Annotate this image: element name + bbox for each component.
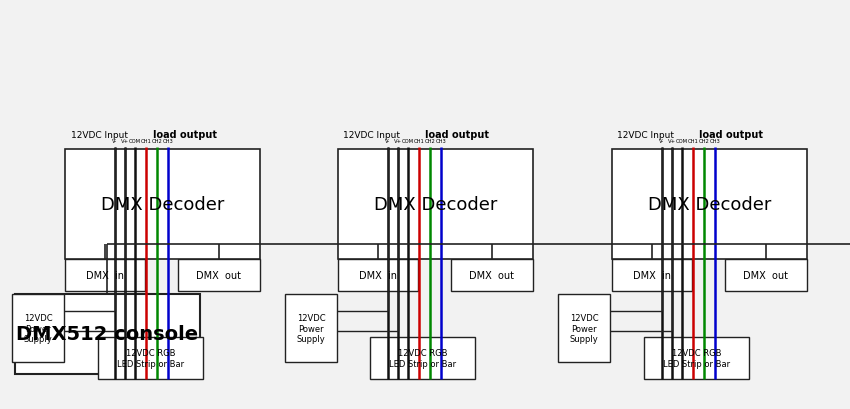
Text: 12VDC RGB
LED Strip or Bar: 12VDC RGB LED Strip or Bar [117, 348, 184, 368]
Text: CH2: CH2 [699, 139, 710, 144]
Text: DMX Decoder: DMX Decoder [374, 196, 497, 213]
Text: CH3: CH3 [162, 139, 173, 144]
Text: V-: V- [112, 139, 117, 144]
Bar [612, 150, 807, 259]
Text: DMX Decoder: DMX Decoder [101, 196, 224, 213]
Text: 12VDC Input: 12VDC Input [343, 131, 400, 139]
Text: 12VDC RGB
LED Strip or Bar: 12VDC RGB LED Strip or Bar [663, 348, 730, 368]
Bar [65, 150, 260, 259]
Bar [370, 337, 475, 379]
Bar [644, 337, 749, 379]
Text: DMX  out: DMX out [196, 270, 241, 280]
Text: DMX  in: DMX in [633, 270, 671, 280]
Text: DMX512 console: DMX512 console [16, 325, 199, 344]
Text: load output: load output [699, 130, 763, 139]
Text: CH2: CH2 [424, 139, 435, 144]
Bar [12, 294, 64, 362]
Text: 12VDC Input: 12VDC Input [617, 131, 675, 139]
Bar [451, 259, 533, 291]
Bar [338, 150, 533, 259]
Text: 12VDC
Power
Supply: 12VDC Power Supply [24, 313, 53, 343]
Text: V+: V+ [394, 139, 402, 144]
Text: CH3: CH3 [435, 139, 446, 144]
Text: 12VDC RGB
LED Strip or Bar: 12VDC RGB LED Strip or Bar [389, 348, 456, 368]
Text: load output: load output [425, 130, 489, 139]
Text: 12VDC
Power
Supply: 12VDC Power Supply [297, 313, 326, 343]
Text: V-: V- [660, 139, 665, 144]
Text: DMX  out: DMX out [744, 270, 789, 280]
Bar [338, 259, 418, 291]
Bar [612, 259, 692, 291]
Text: CH1: CH1 [414, 139, 424, 144]
Text: CH2: CH2 [151, 139, 162, 144]
Text: DMX  out: DMX out [469, 270, 514, 280]
Bar [98, 337, 203, 379]
Bar [725, 259, 807, 291]
Text: V-: V- [385, 139, 391, 144]
Bar [178, 259, 260, 291]
Text: COM: COM [129, 139, 141, 144]
Bar [15, 294, 200, 374]
Text: V+: V+ [668, 139, 676, 144]
Text: load output: load output [153, 130, 217, 139]
Text: COM: COM [402, 139, 414, 144]
Bar [558, 294, 610, 362]
Text: DMX Decoder: DMX Decoder [648, 196, 771, 213]
Bar [65, 259, 145, 291]
Text: 12VDC
Power
Supply: 12VDC Power Supply [570, 313, 598, 343]
Text: CH3: CH3 [710, 139, 720, 144]
Text: DMX  in: DMX in [359, 270, 397, 280]
Text: V+: V+ [121, 139, 129, 144]
Text: DMX  in: DMX in [86, 270, 124, 280]
Text: CH1: CH1 [140, 139, 151, 144]
Text: COM: COM [676, 139, 688, 144]
Bar [285, 294, 337, 362]
Text: 12VDC Input: 12VDC Input [71, 131, 128, 139]
Text: CH1: CH1 [688, 139, 699, 144]
